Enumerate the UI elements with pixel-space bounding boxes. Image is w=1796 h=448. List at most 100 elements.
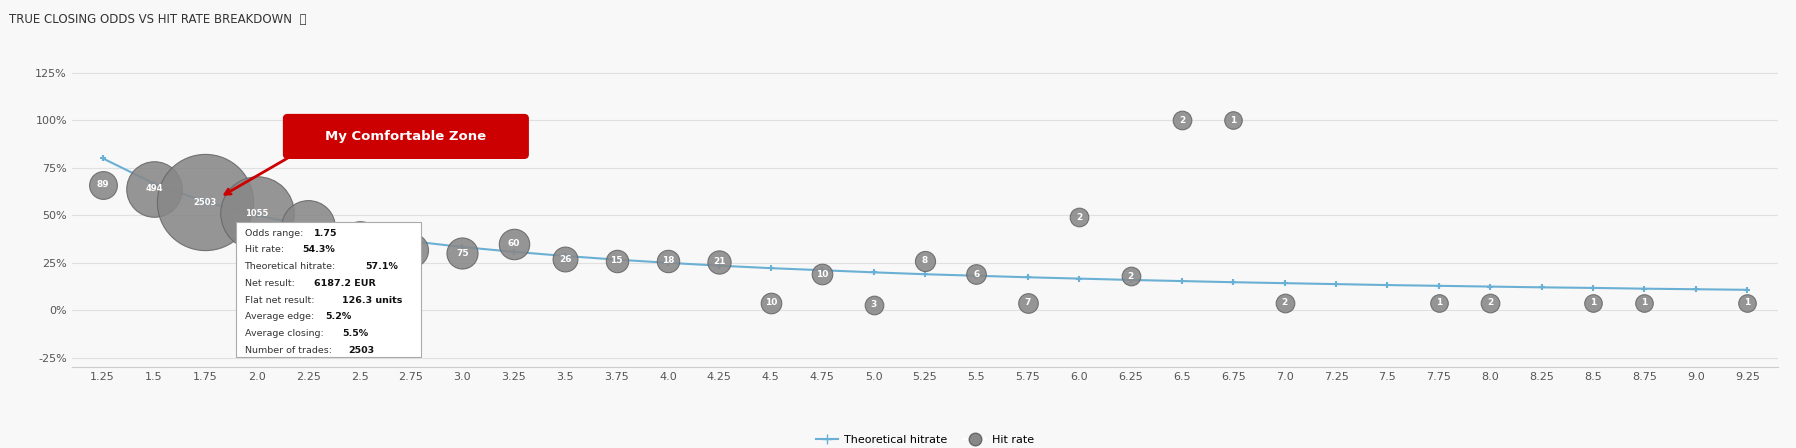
Text: 2: 2: [1487, 298, 1492, 307]
Point: [1424, 299, 1453, 306]
Text: 2503: 2503: [348, 346, 374, 355]
Point: [808, 271, 837, 278]
Text: 5.5%: 5.5%: [343, 329, 368, 338]
Point: [858, 301, 887, 308]
Point: [551, 255, 580, 263]
Point: [756, 299, 785, 306]
Theoretical hitrate: [1325, 281, 1347, 287]
Theoretical hitrate: [966, 273, 988, 279]
Theoretical hitrate: [657, 260, 679, 266]
Point: [911, 257, 939, 264]
Point: [1476, 299, 1505, 306]
Theoretical hitrate: [1017, 275, 1038, 280]
Theoretical hitrate: [1119, 277, 1140, 283]
Theoretical hitrate: [862, 270, 884, 275]
Text: Number of trades:: Number of trades:: [244, 346, 334, 355]
Text: 2: 2: [1076, 213, 1083, 222]
Bar: [237, 222, 422, 357]
Theoretical hitrate: [1171, 278, 1193, 284]
Legend: Theoretical hitrate, Hit rate: Theoretical hitrate, Hit rate: [812, 431, 1038, 448]
Theoretical hitrate: [1428, 283, 1449, 289]
Text: 60: 60: [508, 239, 521, 248]
Text: 1: 1: [1642, 298, 1647, 307]
Theoretical hitrate: [1685, 287, 1706, 292]
Text: 1.75: 1.75: [314, 228, 338, 237]
FancyBboxPatch shape: [284, 115, 528, 158]
Theoretical hitrate: [401, 238, 422, 244]
Text: 126.3 units: 126.3 units: [343, 296, 402, 305]
Text: 459: 459: [300, 222, 316, 231]
Text: 54.3%: 54.3%: [302, 246, 334, 254]
Theoretical hitrate: [92, 155, 113, 161]
Theoretical hitrate: [1273, 280, 1295, 286]
Text: 2: 2: [1282, 298, 1288, 307]
Theoretical hitrate: [709, 263, 731, 268]
Text: Net result:: Net result:: [244, 279, 298, 288]
Text: Theoretical hitrate:: Theoretical hitrate:: [244, 262, 339, 271]
Text: Odds range:: Odds range:: [244, 228, 305, 237]
Theoretical hitrate: [760, 266, 781, 271]
Theoretical hitrate: [1069, 276, 1090, 281]
Text: 2: 2: [1178, 116, 1185, 125]
Theoretical hitrate: [605, 257, 627, 262]
Point: [654, 257, 682, 264]
Point: [1013, 299, 1042, 306]
Text: 2: 2: [1128, 271, 1133, 280]
Text: 6187.2 EUR: 6187.2 EUR: [314, 279, 375, 288]
Point: [447, 250, 476, 257]
Point: [706, 258, 735, 266]
Point: [397, 246, 426, 253]
Text: 1: 1: [1435, 298, 1442, 307]
Point: [1065, 214, 1094, 221]
Point: [1219, 116, 1248, 124]
Text: Average edge:: Average edge:: [244, 312, 316, 321]
Theoretical hitrate: [1582, 285, 1604, 291]
Theoretical hitrate: [1378, 282, 1399, 288]
Theoretical hitrate: [144, 181, 165, 186]
Point: [602, 257, 630, 264]
Text: 2503: 2503: [194, 198, 217, 207]
Text: 1: 1: [1744, 298, 1751, 307]
Theoretical hitrate: [1480, 284, 1501, 289]
Point: [499, 240, 528, 247]
Point: [1579, 299, 1607, 306]
Theoretical hitrate: [298, 223, 320, 228]
Theoretical hitrate: [1634, 286, 1656, 291]
Point: [963, 271, 991, 278]
Theoretical hitrate: [503, 249, 524, 254]
Theoretical hitrate: [1530, 284, 1552, 290]
Text: 18: 18: [661, 256, 674, 265]
Point: [190, 198, 219, 206]
Text: 3: 3: [871, 300, 876, 309]
Point: [1733, 299, 1762, 306]
Text: 1055: 1055: [246, 209, 269, 218]
Text: 8: 8: [921, 256, 929, 265]
Point: [88, 181, 117, 189]
Theoretical hitrate: [246, 213, 268, 218]
Text: 89: 89: [97, 181, 110, 190]
Text: 5.2%: 5.2%: [325, 312, 352, 321]
Text: 10: 10: [815, 270, 828, 279]
Point: [1631, 299, 1660, 306]
Point: [140, 185, 169, 192]
Text: 57.1%: 57.1%: [365, 262, 399, 271]
Theoretical hitrate: [1223, 280, 1245, 285]
Point: [1270, 299, 1299, 306]
Text: 1: 1: [1589, 298, 1597, 307]
Text: 10: 10: [765, 298, 778, 307]
Theoretical hitrate: [812, 267, 833, 273]
Point: [295, 223, 323, 230]
Point: [242, 210, 271, 217]
Text: 75: 75: [456, 249, 469, 258]
Theoretical hitrate: [348, 232, 370, 237]
Theoretical hitrate: [914, 271, 936, 277]
Text: My Comfortable Zone: My Comfortable Zone: [325, 130, 487, 143]
Theoretical hitrate: [194, 199, 216, 204]
Text: 15: 15: [611, 256, 623, 265]
Text: 494: 494: [145, 184, 163, 193]
Text: 21: 21: [713, 258, 726, 267]
Text: Average closing:: Average closing:: [244, 329, 327, 338]
Text: 7: 7: [1024, 298, 1031, 307]
Point: [1115, 272, 1144, 280]
Theoretical hitrate: [555, 253, 577, 258]
